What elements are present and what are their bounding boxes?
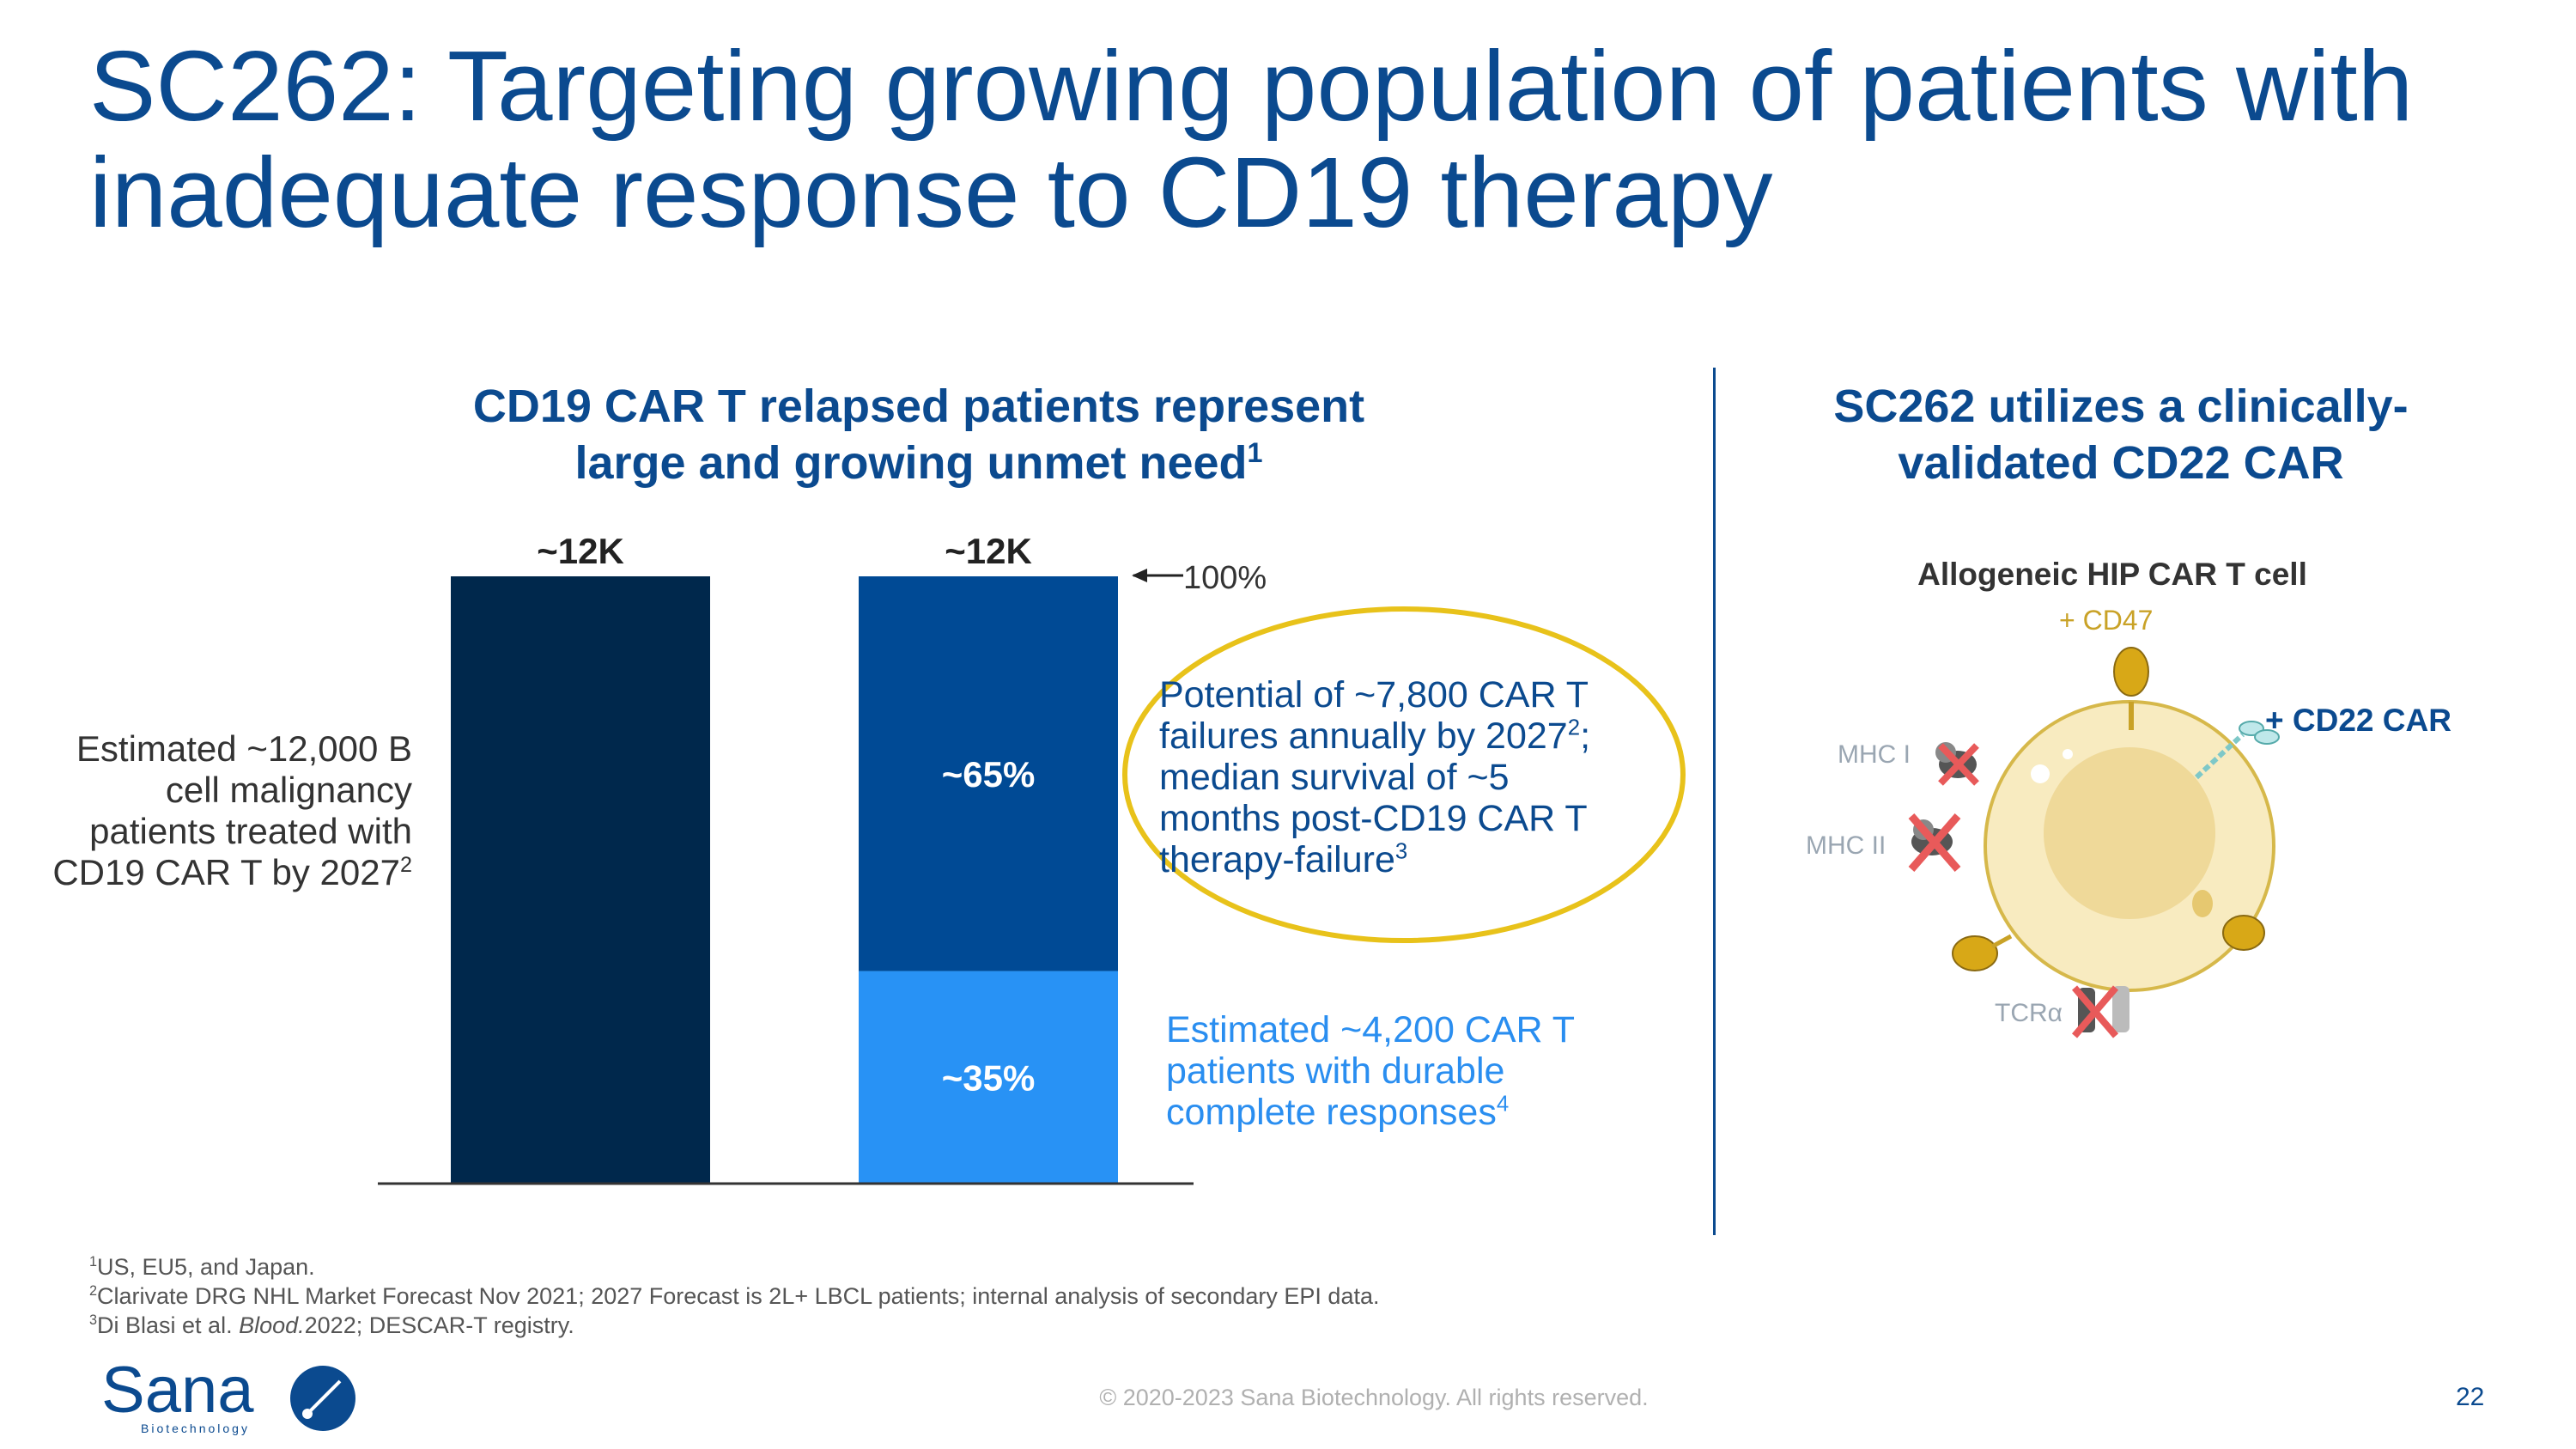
svg-text:Sana: Sana (101, 1359, 254, 1427)
right-heading-line2: validated CD22 CAR (1898, 437, 2344, 489)
cd47-marker-right (2192, 890, 2265, 951)
bar-2-segment-1 (859, 971, 1118, 1184)
left-section-heading: CD19 CAR T relapsed patients represent l… (404, 378, 1434, 491)
annotation-arrowhead (1132, 569, 1147, 582)
bar-2-segment-1-label: ~35% (942, 1057, 1036, 1098)
cd47-marker-left (1952, 934, 2013, 971)
durable-responses-text: Estimated ~4,200 CAR T patients with dur… (1166, 1009, 1575, 1133)
right-heading-line1: SC262 utilizes a clinically- (1833, 381, 2409, 432)
footnote-2: 2Clarivate DRG NHL Market Forecast Nov 2… (89, 1283, 1380, 1309)
tcra-label: TCRα (1995, 999, 2063, 1027)
treated-patients-label: Estimated ~12,000 B cell malignancy pati… (52, 728, 412, 892)
cell-diagram-title: Allogeneic HIP CAR T cell (1917, 557, 2307, 592)
sana-logo: Sana Biotechnology (101, 1359, 355, 1435)
annotation-100-percent: 100% (1183, 560, 1267, 596)
bar-2-segment-2 (859, 576, 1118, 971)
footnotes: 1US, EU5, and Japan. 2Clarivate DRG NHL … (89, 1252, 1807, 1340)
copyright-notice: © 2020-2023 Sana Biotechnology. All righ… (1099, 1385, 1649, 1410)
mhc-i-knockout-x (1938, 743, 1979, 786)
bar-1-total-label: ~12K (537, 531, 624, 571)
bar-2-total-label: ~12K (945, 531, 1032, 571)
cd47-label: + CD47 (2059, 605, 2154, 636)
potential-failures-text: Potential of ~7,800 CAR T failures annua… (1159, 674, 1591, 880)
cell-highlight-small (2063, 749, 2073, 759)
right-section-heading: SC262 utilizes a clinically- validated C… (1795, 378, 2447, 491)
car-t-cell-diagram (1908, 647, 2280, 1038)
page-title: SC262: Targeting growing population of p… (89, 30, 2414, 248)
highlight-ellipse (1122, 606, 1686, 943)
mhc-ii-knockout-x (1908, 813, 1961, 872)
bar-2-segment-2-label: ~65% (942, 754, 1036, 795)
section-divider (1713, 368, 1716, 1235)
cell-nucleus (2044, 747, 2215, 919)
footnote-3: 3Di Blasi et al. Blood.2022; DESCAR-T re… (89, 1312, 574, 1338)
mhc-ii-label: MHC II (1806, 831, 1886, 860)
cd47-marker-top (2113, 647, 2149, 730)
left-heading-line1: CD19 CAR T relapsed patients represent (472, 381, 1365, 432)
footnote-1: 1US, EU5, and Japan. (89, 1254, 315, 1280)
svg-text:Biotechnology: Biotechnology (141, 1422, 250, 1435)
left-heading-line2: large and growing unmet need1 (574, 437, 1263, 489)
cd22-car-label: + CD22 CAR (2265, 703, 2451, 738)
mhc-i-label: MHC I (1838, 740, 1911, 769)
cd22-car-receptor (2194, 721, 2280, 780)
page-number: 22 (2456, 1383, 2485, 1411)
bar-1-segment-1 (451, 576, 710, 1184)
tcra-knockout-x (2071, 985, 2119, 1038)
cell-highlight (2031, 764, 2050, 783)
